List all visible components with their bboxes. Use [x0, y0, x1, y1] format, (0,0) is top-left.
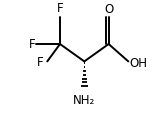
Text: NH₂: NH₂ [73, 94, 95, 107]
Text: F: F [29, 38, 35, 51]
Text: F: F [37, 56, 43, 69]
Text: O: O [104, 3, 113, 16]
Text: F: F [57, 2, 63, 15]
Text: OH: OH [130, 57, 147, 70]
